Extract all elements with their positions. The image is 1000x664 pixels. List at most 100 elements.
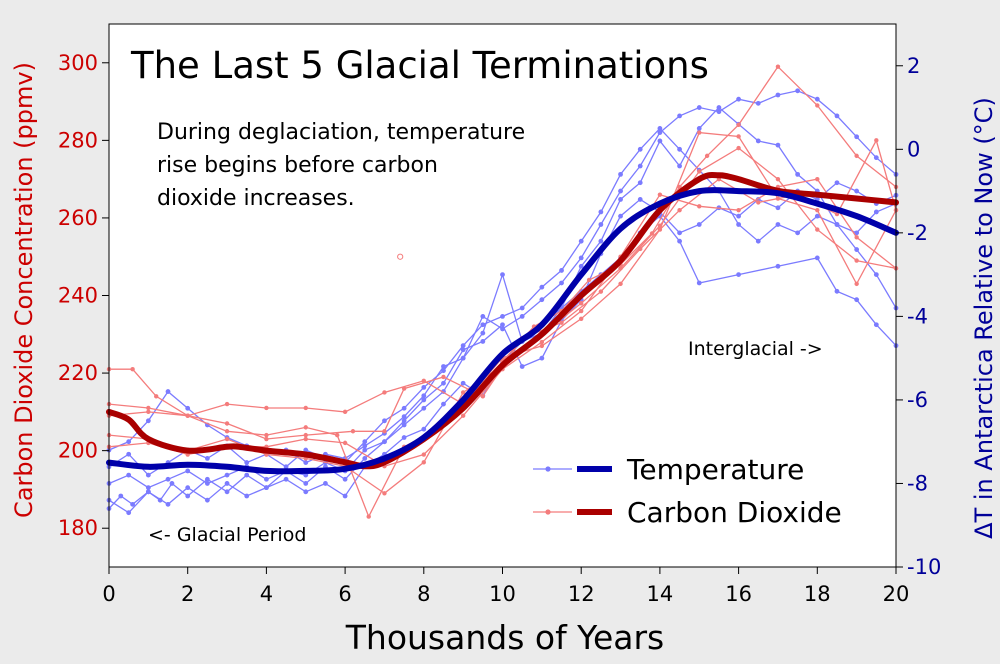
annotation-text: During deglaciation, temperature rise be… [157,120,525,211]
raw-co2-point [618,281,623,287]
x-tick-label: 0 [102,582,115,606]
y-right-tick-label: -6 [907,388,928,412]
raw-temperature-point [854,297,860,303]
y-right-tick-label: -8 [907,471,928,495]
raw-co2-point [775,176,781,182]
raw-temperature-point [460,380,466,386]
raw-co2-point [421,452,426,457]
raw-co2-point [185,413,190,418]
y-right-tick-label: 0 [907,137,920,161]
raw-temperature-point [657,130,663,136]
raw-temperature-point [401,405,407,411]
raw-temperature-point [519,313,525,319]
raw-co2-point [618,266,623,271]
raw-co2-point [704,153,710,159]
interglacial-label: Interglacial -> [688,338,823,360]
raw-temperature-point [834,288,840,294]
raw-temperature-point [283,476,289,482]
raw-temperature-point [637,146,643,152]
raw-temperature-point [854,134,860,140]
raw-temperature-point [362,456,368,461]
raw-co2-point [303,436,308,442]
raw-temperature-point [736,272,741,278]
y-right-tick-label: -10 [907,555,941,579]
y-axis-label-right: ΔT in Antarctica Relative to Now (°C) [970,97,998,539]
raw-temperature-point [244,472,250,478]
raw-temperature-point [657,126,663,131]
raw-temperature-point [421,405,427,411]
raw-temperature-point [539,355,545,361]
raw-temperature-point [598,209,604,215]
raw-temperature-point [696,280,702,286]
raw-temperature-point [342,476,348,482]
raw-co2-point [697,169,702,174]
raw-temperature-point [559,268,564,273]
raw-temperature-point [696,105,702,110]
raw-temperature-point [677,113,682,119]
raw-co2-point [335,432,340,438]
raw-temperature-point [854,230,860,236]
raw-temperature-point [441,364,446,369]
raw-co2-point [677,207,682,213]
raw-co2-point [598,289,604,294]
raw-temperature-point [873,155,879,161]
x-tick-label: 16 [725,582,752,606]
raw-temperature-point [362,443,368,449]
raw-temperature-point [204,456,210,461]
raw-co2-point [342,409,348,415]
raw-temperature-point [500,322,505,328]
x-tick-label: 12 [568,582,595,606]
raw-temperature-point [460,343,466,349]
raw-co2-point [480,394,486,399]
raw-temperature-point [854,247,860,252]
raw-co2-point [815,227,820,232]
raw-temperature-point [814,96,820,102]
raw-temperature-point [834,180,840,186]
raw-temperature-point [814,255,820,261]
legend-item-carbon-dioxide: Carbon Dioxide [533,496,842,529]
raw-co2-point [303,425,308,430]
raw-temperature-point [244,460,250,465]
raw-temperature-point [677,163,682,169]
raw-temperature-point [795,230,801,236]
raw-temperature-point [637,163,643,169]
raw-temperature-point [244,493,250,499]
y-right-tick-label: -4 [907,304,928,328]
raw-co2-point [697,130,702,135]
raw-temperature-point [598,222,604,227]
raw-temperature-point [598,238,604,244]
y-left-tick-label: 280 [58,128,98,152]
axes: 0 2 4 6 8 10 12 14 16 18 20180200220240260280300-1… [58,51,941,606]
y-left-tick-label: 300 [58,51,98,75]
raw-co2-point [579,301,584,306]
raw-temperature-point [224,489,230,495]
raw-temperature-point [362,447,368,453]
raw-temperature-point [519,364,525,369]
raw-temperature-point [224,472,230,478]
raw-temperature-point [421,384,427,390]
raw-temperature-point [637,197,643,202]
raw-temperature-point [130,501,136,507]
raw-co2-point [756,200,761,205]
raw-temperature-point [716,105,722,110]
legend: Temperature Carbon Dioxide [533,453,842,529]
raw-co2-point [775,196,781,201]
raw-temperature-point [441,368,446,374]
raw-co2-point [736,122,741,128]
raw-temperature-point [500,272,505,278]
raw-temperature-point [716,109,722,115]
raw-temperature-point [303,447,309,453]
raw-temperature-point [854,188,860,194]
raw-temperature-point [559,280,564,286]
raw-temperature-point [118,493,124,499]
raw-temperature-point [480,313,486,319]
raw-co2-point [146,409,151,415]
raw-temperature-point [755,100,761,106]
raw-temperature-point [382,418,387,424]
raw-co2-point [350,429,356,434]
raw-co2-point [736,207,741,213]
raw-temperature-point [775,142,781,148]
raw-temperature-point [873,209,879,215]
y-right-tick-label: -2 [907,221,928,245]
raw-temperature-point [421,393,427,399]
